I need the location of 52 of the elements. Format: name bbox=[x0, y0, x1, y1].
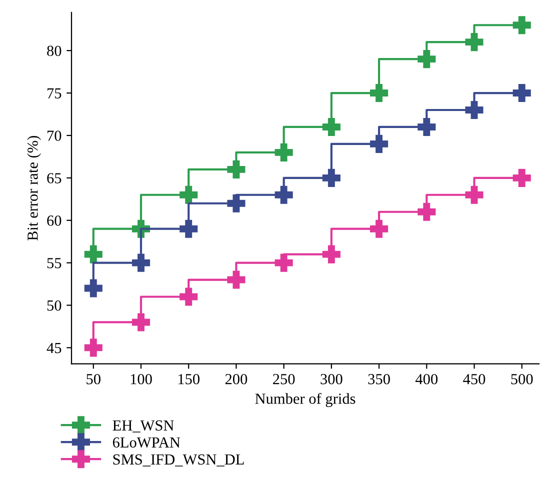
y-tick-label: 50 bbox=[47, 300, 62, 311]
point bbox=[274, 143, 293, 162]
point bbox=[84, 245, 102, 264]
point bbox=[465, 186, 484, 204]
point bbox=[84, 338, 102, 357]
y-axis-title: Bit error rate (%) bbox=[27, 136, 41, 240]
point bbox=[370, 220, 388, 238]
y-tick-label: 45 bbox=[46, 342, 62, 354]
point bbox=[322, 245, 340, 264]
point bbox=[465, 100, 484, 120]
point bbox=[512, 168, 531, 187]
point bbox=[180, 288, 198, 306]
y-tick-label: 65 bbox=[47, 173, 62, 184]
y-tick-label: 55 bbox=[47, 258, 62, 268]
point bbox=[370, 84, 388, 102]
y-tick-label: 80 bbox=[47, 46, 62, 56]
point bbox=[274, 254, 293, 272]
point bbox=[227, 270, 246, 289]
point bbox=[322, 118, 340, 136]
x-tick-label: 350 bbox=[368, 374, 390, 384]
point bbox=[322, 168, 340, 187]
x-tick-label: 450 bbox=[463, 374, 486, 384]
x-axis-title: Number of grids bbox=[255, 392, 356, 408]
point bbox=[512, 84, 531, 102]
y-tick-label: 60 bbox=[47, 216, 62, 226]
point bbox=[465, 33, 484, 52]
y-tick-label: 70 bbox=[48, 130, 62, 141]
x-tick-label: 300 bbox=[320, 374, 342, 384]
x-tick-label: 50 bbox=[86, 374, 100, 384]
point bbox=[180, 186, 198, 204]
x-tick-label: 500 bbox=[511, 374, 533, 384]
point bbox=[132, 254, 150, 272]
point bbox=[227, 194, 246, 212]
legend-label: 6LoWPAN bbox=[112, 437, 180, 448]
point bbox=[274, 186, 293, 204]
y-tick-label: 75 bbox=[48, 88, 62, 98]
point bbox=[418, 202, 436, 221]
legend-label: EH_WSN bbox=[112, 420, 174, 432]
x-tick-label: 200 bbox=[225, 374, 248, 384]
point bbox=[418, 118, 436, 136]
point bbox=[84, 279, 102, 298]
point bbox=[227, 160, 246, 178]
legend-label: SMS_IFD_WSN_DL bbox=[113, 454, 244, 466]
point bbox=[512, 16, 531, 34]
point bbox=[370, 134, 388, 153]
x-tick-label: 100 bbox=[130, 374, 152, 384]
point bbox=[132, 313, 150, 332]
x-tick-label: 250 bbox=[273, 374, 295, 384]
x-tick-label: 150 bbox=[178, 374, 200, 384]
point bbox=[418, 50, 436, 68]
x-tick-label: 400 bbox=[415, 374, 438, 384]
point bbox=[180, 220, 198, 238]
